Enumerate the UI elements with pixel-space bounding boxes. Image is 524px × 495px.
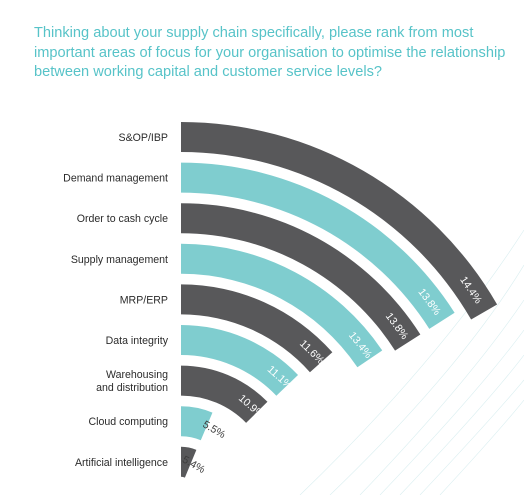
value-label: 5.5% [200,419,227,442]
chart-bar [181,406,213,441]
category-label: S&OP/IBP [119,132,168,144]
category-label: Data integrity [106,335,169,347]
category-label: Supply management [71,254,168,266]
chart-bar [181,284,333,373]
survey-question: Thinking about your supply chain specifi… [34,25,506,80]
chart-bar [181,325,299,396]
chart-bar [181,446,197,478]
category-label: Order to cash cycle [77,213,168,225]
category-label: MRP/ERP [120,294,168,306]
category-label: Warehousing and distribution [96,369,168,394]
chart-bar [181,162,455,329]
chart-bar [181,365,268,423]
category-label: Demand management [63,173,168,185]
category-label: Cloud computing [89,416,169,428]
category-label: Artificial intelligence [75,457,168,469]
chart-bar [181,122,498,320]
chart-bar [181,203,421,351]
chart-bar [181,243,383,368]
